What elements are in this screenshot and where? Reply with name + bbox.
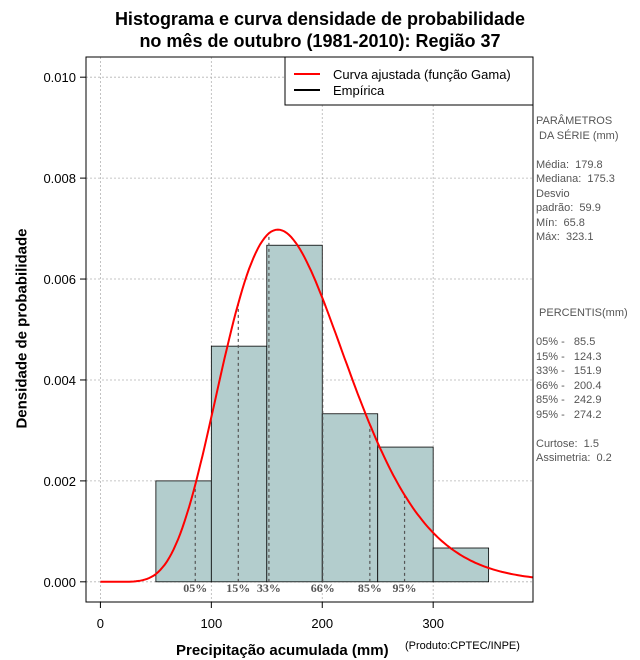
y-tick-label-4: 0.008: [43, 171, 76, 186]
x-tick-label-1: 100: [200, 616, 222, 631]
legend-label-1: Empírica: [333, 83, 385, 98]
legend: Curva ajustada (função Gama)Empírica: [284, 56, 534, 106]
percentiles-line-4: 33% - 151.9: [536, 365, 602, 377]
x-axis-label: Precipitação acumulada (mm): [176, 642, 389, 659]
y-tick-label-2: 0.004: [43, 373, 76, 388]
percentiles-line-1: [536, 321, 628, 336]
percentile-label-1: 15%: [226, 581, 250, 595]
params-line-2: [536, 143, 619, 158]
axes: 0 100 200 300 0.000 0.002 0.004 0.006 0.008 0.010: [43, 70, 444, 631]
percentile-label-2: 33%: [257, 581, 281, 595]
params-line-5: Desvio: [536, 187, 570, 200]
chart-title-line2: no mês de outubro (1981-2010): Região 37: [139, 31, 501, 51]
params-line-6: padrão: 59.9: [536, 202, 601, 214]
percentiles-line-8: [536, 422, 628, 437]
series-parameters-panel: PARÂMETROS DA SÉRIE (mm) Média: 179.8 Med…: [536, 114, 619, 245]
y-tick-label-1: 0.002: [43, 474, 76, 489]
params-line-8: Máx: 323.1: [536, 231, 594, 243]
gamma-fit-curve: [100, 228, 534, 583]
x-tick-label-0: 0: [97, 616, 104, 631]
percentiles-line-9: Curtose: 1.5: [536, 437, 599, 450]
percentiles-line-3: 15% - 124.3: [536, 350, 602, 363]
percentile-label-0: 05%: [183, 581, 207, 595]
percentiles-line-7: 95% - 274.2: [536, 408, 602, 421]
params-line-7: Mín: 65.8: [536, 216, 585, 229]
percentile-label-3: 66%: [311, 581, 335, 595]
params-line-0: PARÂMETROS: [536, 115, 613, 127]
percentiles-line-0: PERCENTIS(mm): [536, 307, 628, 319]
y-tick-label-0: 0.000: [43, 575, 76, 590]
y-tick-label-3: 0.006: [43, 272, 76, 287]
histogram-bar-1: [210, 345, 268, 583]
percentiles-line-6: 85% - 242.9: [536, 394, 602, 406]
chart-title-line1: Histograma e curva densidade de probabil…: [114, 9, 526, 29]
percentiles-line-5: 66% - 200.4: [536, 379, 602, 392]
percentiles-panel: PERCENTIS(mm) 05% - 85.5 15% - 124.3 33% -…: [536, 306, 628, 466]
params-line-4: Mediana: 175.3: [536, 173, 615, 185]
x-tick-label-3: 300: [422, 616, 444, 631]
percentiles-line-2: 05% - 85.5: [536, 336, 596, 348]
legend-label-0: Curva ajustada (função Gama): [333, 67, 511, 82]
histogram-bar-4: [377, 446, 434, 583]
percentile-lines: 05% 15% 33% 66% 85% 95%: [183, 233, 417, 595]
params-line-1: DA SÉRIE (mm): [536, 129, 619, 142]
percentile-label-5: 95%: [393, 581, 417, 595]
legend-box: [284, 56, 534, 106]
y-axis-label: Densidade de probabilidade: [13, 228, 31, 429]
percentile-label-4: 85%: [358, 581, 382, 595]
percentiles-line-10: Assimetria: 0.2: [536, 452, 612, 464]
histogram-bar-2: [266, 244, 323, 583]
x-tick-label-2: 200: [311, 616, 333, 631]
source-credit: (Produto:CPTEC/INPE): [405, 640, 520, 652]
y-tick-label-5: 0.010: [43, 70, 76, 85]
params-line-3: Média: 179.8: [536, 158, 603, 171]
